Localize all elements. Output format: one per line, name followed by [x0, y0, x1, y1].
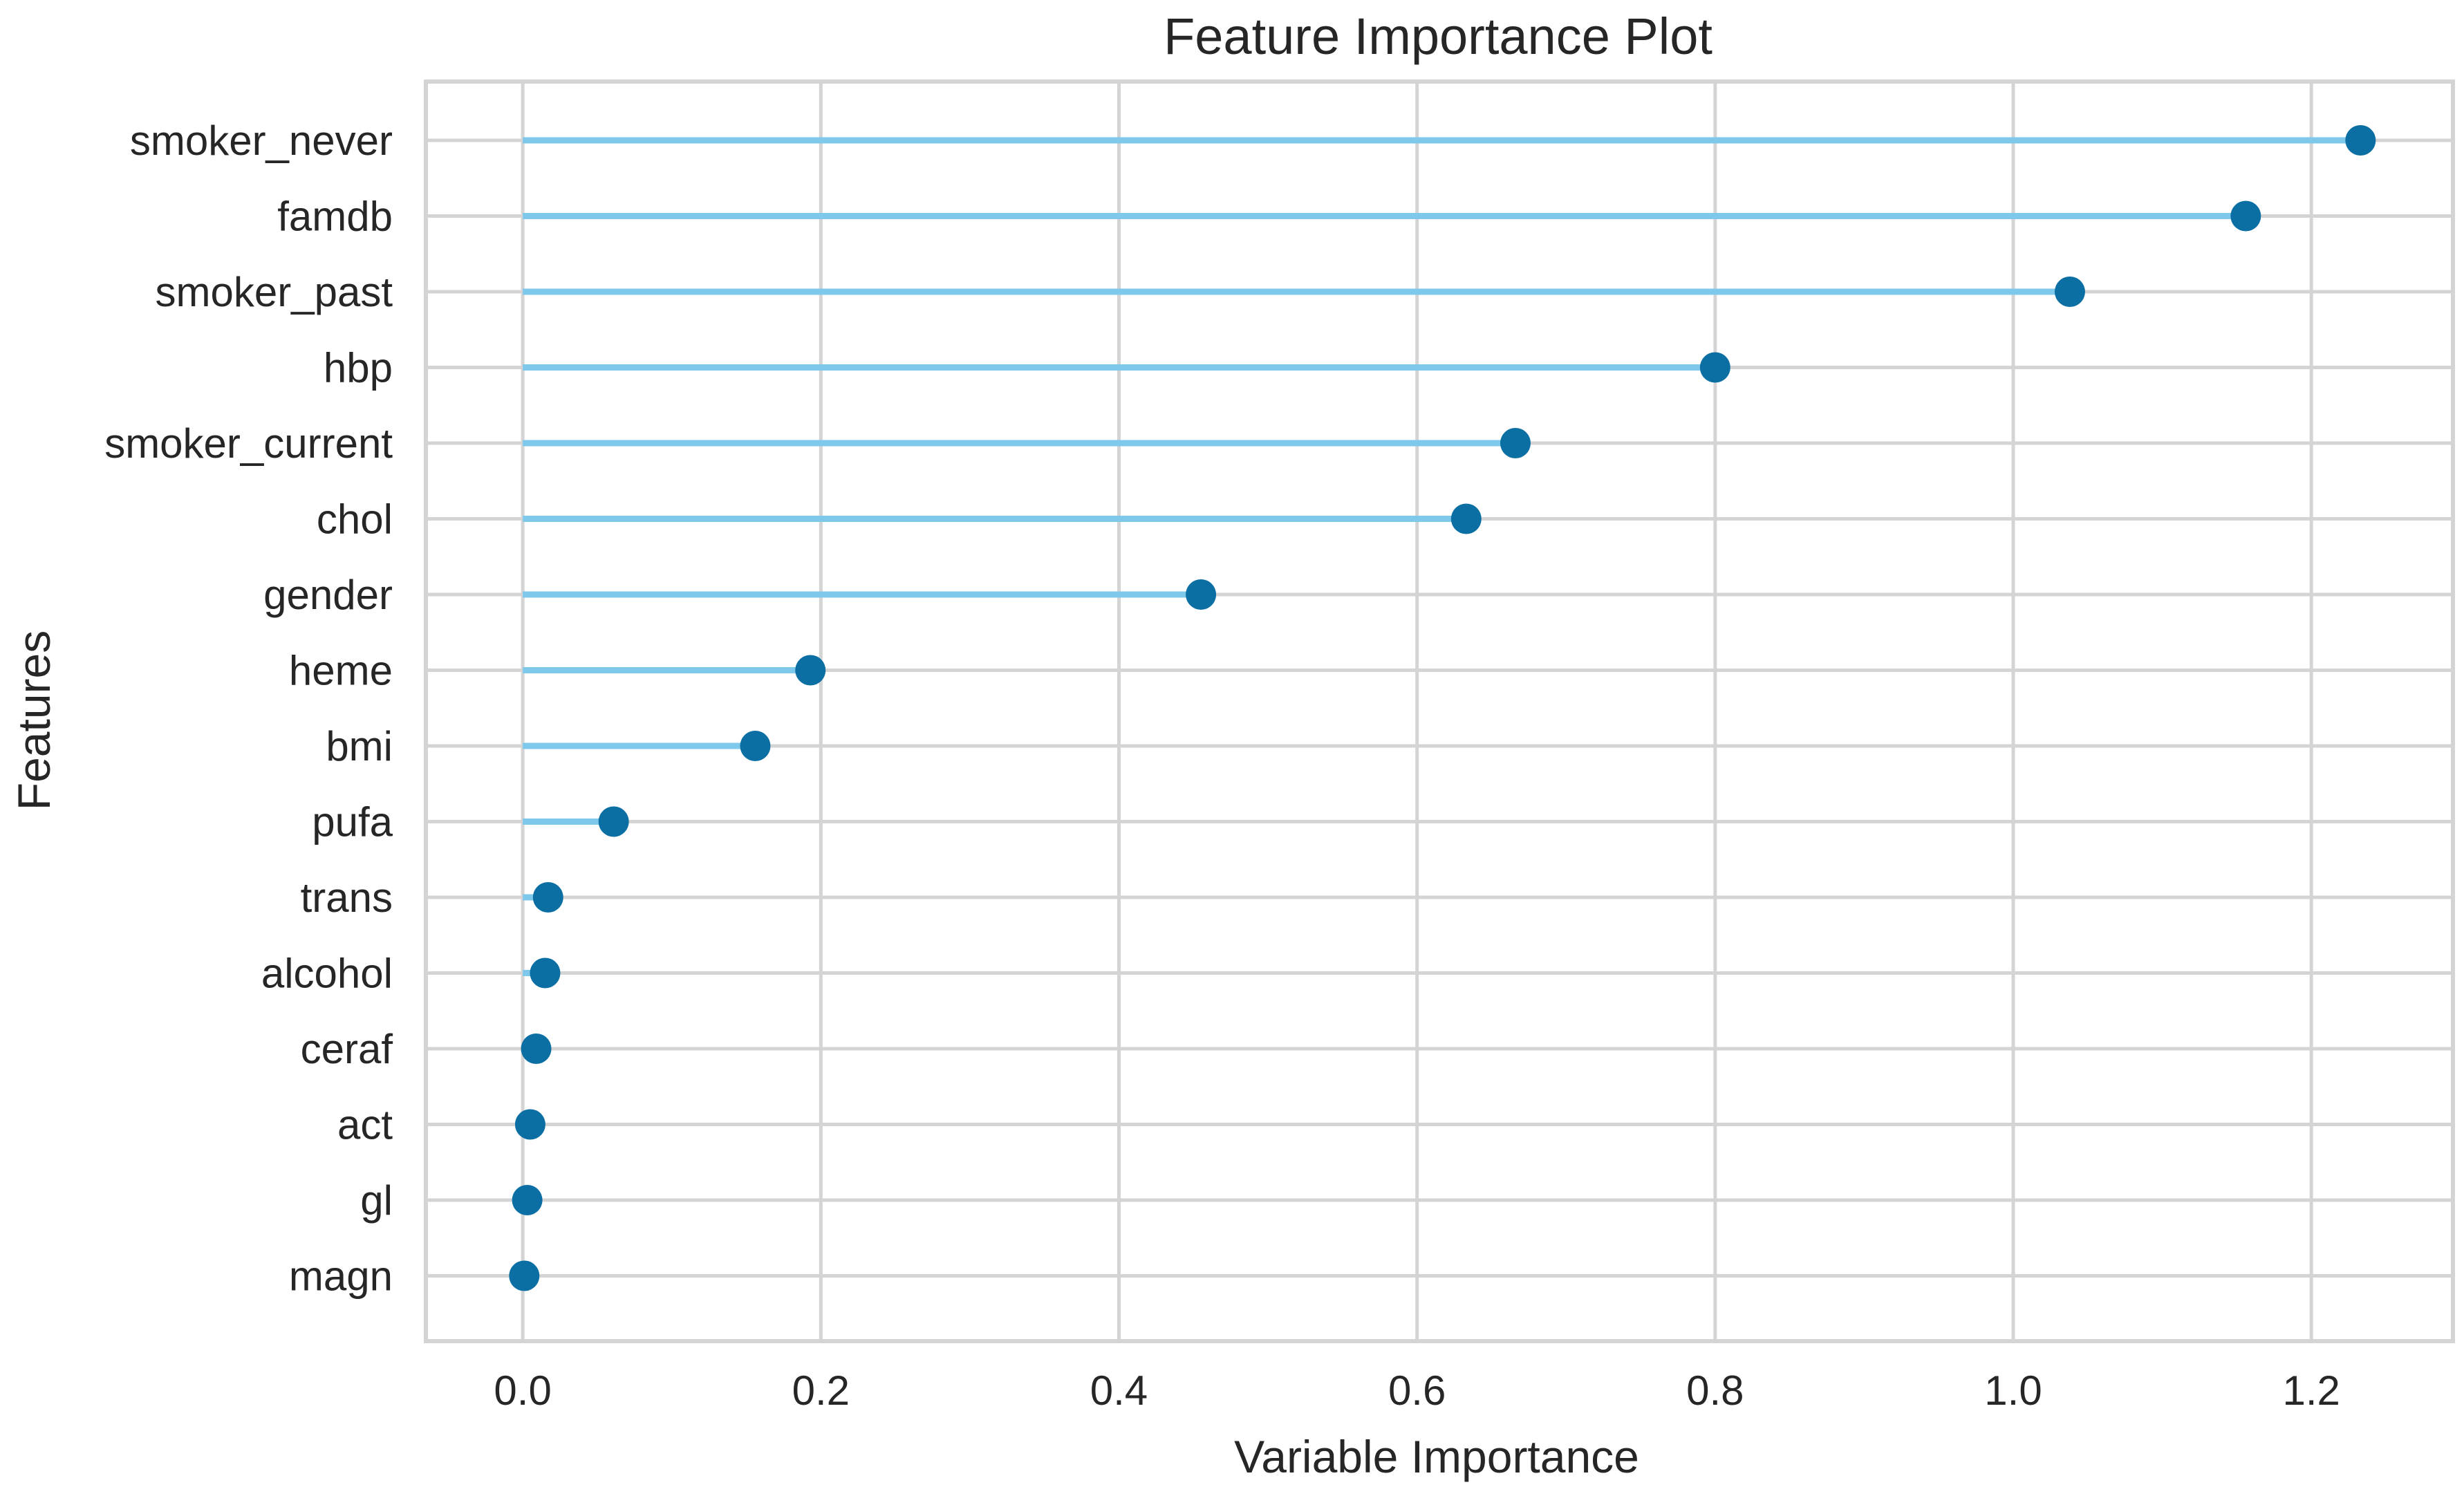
plot-frame	[424, 80, 2455, 1343]
y-tick-label: gl	[360, 1177, 393, 1224]
y-tick-label: smoker_past	[156, 269, 393, 315]
y-tick-label: smoker_never	[130, 118, 393, 164]
data-point	[1500, 428, 1531, 458]
data-point	[598, 806, 629, 837]
x-tick-label: 1.0	[1984, 1367, 2042, 1414]
y-tick-label: famdb	[277, 194, 393, 240]
y-tick-label: bmi	[326, 723, 393, 769]
x-tick-label: 0.2	[792, 1367, 850, 1414]
data-point	[2054, 277, 2085, 307]
y-tick-label: act	[337, 1102, 393, 1148]
x-tick-label: 0.4	[1090, 1367, 1148, 1414]
y-tick-label: pufa	[312, 799, 393, 845]
chart-title: Feature Importance Plot	[1164, 8, 1712, 65]
y-tick-label: trans	[301, 875, 393, 921]
data-point	[532, 882, 563, 913]
y-tick-label: alcohol	[261, 951, 393, 997]
stems-layer	[523, 137, 2361, 1279]
x-tick-labels: 0.0 0.2 0.4 0.6 0.8 1.0 1.2	[494, 1367, 2340, 1414]
data-point	[2345, 125, 2376, 156]
data-point	[1186, 579, 1217, 610]
y-tick-label: smoker_current	[104, 420, 393, 467]
data-point	[2230, 200, 2261, 232]
data-point	[521, 1034, 552, 1064]
y-tick-label: magn	[289, 1253, 393, 1300]
data-point	[1699, 352, 1730, 383]
data-point	[740, 731, 771, 761]
x-tick-label: 0.0	[494, 1367, 551, 1414]
y-axis-title: Features	[8, 630, 59, 810]
data-point	[512, 1185, 543, 1215]
markers-layer	[509, 125, 2376, 1291]
data-point	[795, 655, 826, 686]
y-tick-label: chol	[317, 496, 393, 543]
data-point	[1450, 503, 1482, 534]
data-point	[509, 1260, 540, 1291]
x-tick-label: 1.2	[2282, 1367, 2340, 1414]
x-tick-label: 0.8	[1686, 1367, 1744, 1414]
x-axis-title: Variable Importance	[1234, 1431, 1639, 1482]
y-tick-label: heme	[289, 648, 393, 694]
data-point	[530, 957, 561, 989]
data-point	[514, 1109, 545, 1140]
y-tick-label: gender	[263, 572, 393, 618]
y-tick-label: ceraf	[301, 1026, 393, 1072]
y-tick-label: hbp	[324, 345, 393, 391]
x-tick-label: 0.6	[1388, 1367, 1446, 1414]
